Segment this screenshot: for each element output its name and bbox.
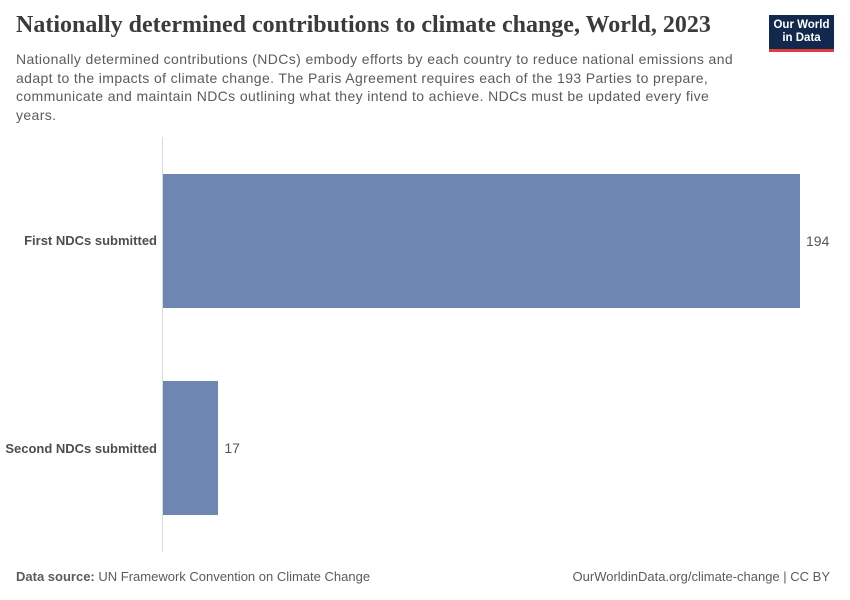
owid-logo-line1: Our World	[773, 19, 830, 31]
bar-value-label: 194	[806, 232, 830, 249]
bar-row: First NDCs submitted 194	[0, 137, 850, 345]
bar-row: Second NDCs submitted 17	[0, 345, 850, 553]
bar-track: 194	[162, 137, 850, 345]
bar	[162, 381, 219, 516]
bar-track: 17	[162, 345, 850, 553]
data-source-value: UN Framework Convention on Climate Chang…	[98, 569, 371, 584]
owid-logo-line2: in Data	[782, 32, 821, 44]
bar-value-label: 17	[224, 440, 240, 457]
bar-label: First NDCs submitted	[24, 233, 157, 249]
bar	[162, 173, 800, 308]
bar-chart: First NDCs submitted 194 Second NDCs submi…	[0, 137, 850, 552]
chart-title: Nationally determined contributions to c…	[16, 12, 711, 38]
data-source-label: Data source:	[16, 569, 95, 584]
data-source-note: Data source: UN Framework Convention on …	[16, 569, 370, 585]
chart-subtitle: Nationally determined contributions (NDC…	[16, 51, 734, 123]
credit-link[interactable]: OurWorldinData.org/climate-change | CC B…	[572, 569, 830, 584]
bar-label: Second NDCs submitted	[5, 440, 157, 456]
y-axis-line	[162, 137, 163, 552]
chart-footer: Data source: UN Framework Convention on …	[16, 569, 830, 585]
owid-logo[interactable]: Our World in Data	[769, 15, 834, 52]
